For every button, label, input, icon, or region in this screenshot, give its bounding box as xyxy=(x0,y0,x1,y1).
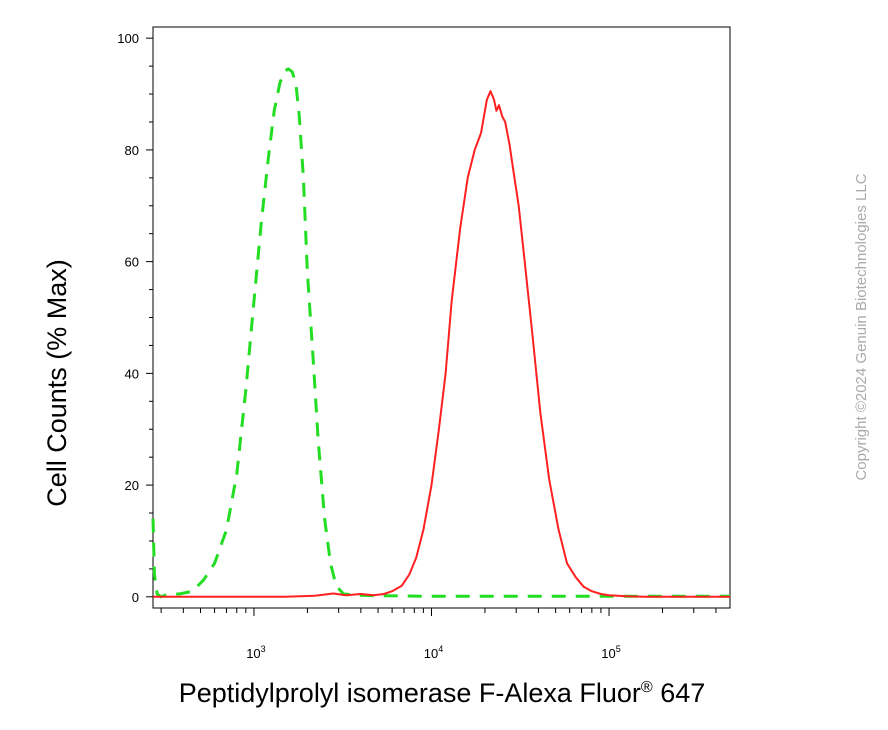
series-line-1 xyxy=(153,90,730,598)
x-axis-title: Peptidylprolyl isomerase F-Alexa Fluor® … xyxy=(179,678,706,708)
y-tick-label: 100 xyxy=(117,31,139,46)
y-tick-label: 20 xyxy=(125,478,139,493)
y-tick-label: 40 xyxy=(125,366,139,381)
y-tick-label: 60 xyxy=(125,255,139,270)
x-tick-label: 103 xyxy=(246,644,265,661)
x-axis-title-suffix: 647 xyxy=(653,678,706,708)
y-axis-ticks: 0 20 40 60 80 100 xyxy=(117,31,153,605)
plot-area xyxy=(151,67,730,599)
y-tick-label: 0 xyxy=(132,590,139,605)
y-tick-label: 80 xyxy=(125,143,139,158)
x-tick-label: 105 xyxy=(601,644,620,661)
x-axis-ticks: 103 104 105 xyxy=(160,608,717,661)
x-axis-title-registered-mark: ® xyxy=(641,679,653,696)
copyright-watermark: Copyright ©2024 Genuin Biotechnologies L… xyxy=(853,173,870,480)
series-line-0 xyxy=(151,67,730,599)
x-axis-title-main: Peptidylprolyl isomerase F-Alexa Fluor xyxy=(179,678,641,708)
y-axis-title: Cell Counts (% Max) xyxy=(42,259,72,507)
plot-frame xyxy=(152,26,731,609)
x-tick-label: 104 xyxy=(424,644,443,661)
